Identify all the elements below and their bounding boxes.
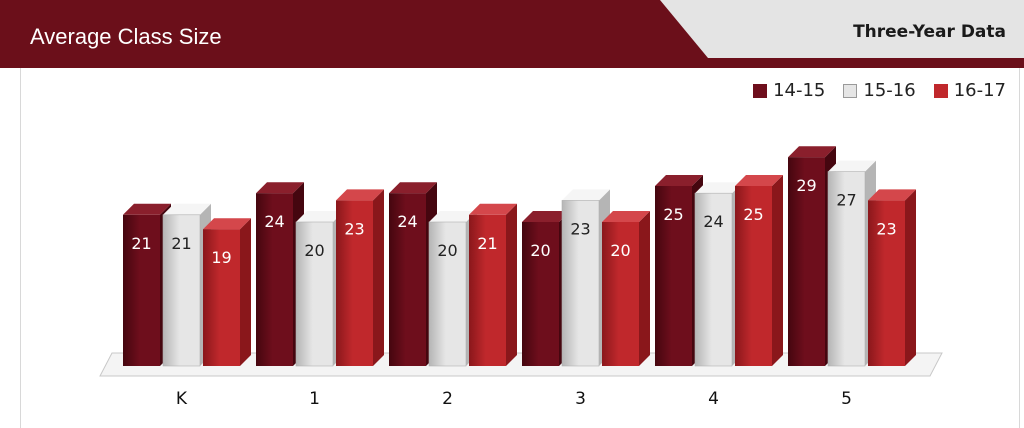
legend-item-series-3: 16-17 xyxy=(933,80,1006,101)
bar-16-17-5 xyxy=(868,189,916,366)
legend-swatch-series-3 xyxy=(933,83,948,98)
header-bar: Average Class Size Three-Year Data xyxy=(0,0,1024,68)
data-label-15-16-5: 27 xyxy=(836,191,856,210)
header-tab xyxy=(660,0,1024,58)
chart-legend: 14-15 15-16 16-17 xyxy=(753,80,1006,101)
data-label-16-17-1: 23 xyxy=(344,219,364,238)
legend-label-series-3: 16-17 xyxy=(953,80,1006,101)
data-label-15-16-2: 20 xyxy=(437,241,457,260)
legend-label-series-1: 14-15 xyxy=(773,80,826,101)
bar-16-17-2 xyxy=(469,203,517,366)
data-label-16-17-3: 20 xyxy=(610,241,630,260)
page-subtitle: Three-Year Data xyxy=(853,22,1006,42)
legend-label-series-2: 15-16 xyxy=(863,80,916,101)
data-label-15-16-K: 21 xyxy=(171,234,191,253)
category-label-2: 2 xyxy=(442,389,453,409)
data-label-14-15-3: 20 xyxy=(530,241,550,260)
data-label-14-15-K: 21 xyxy=(131,234,151,253)
legend-swatch-series-2 xyxy=(843,83,858,98)
bar-16-17-1 xyxy=(336,189,384,366)
category-label-K: K xyxy=(176,389,188,409)
bar-15-16-1 xyxy=(295,211,344,367)
data-label-14-15-4: 25 xyxy=(663,205,683,224)
data-label-16-17-4: 25 xyxy=(743,205,763,224)
data-label-16-17-2: 21 xyxy=(477,234,497,253)
category-label-4: 4 xyxy=(708,389,719,409)
header-background xyxy=(0,0,1024,68)
data-label-16-17-5: 23 xyxy=(876,219,896,238)
data-label-14-15-2: 24 xyxy=(397,212,417,231)
data-label-15-16-4: 24 xyxy=(703,212,723,231)
legend-swatch-series-1 xyxy=(753,83,768,98)
data-label-14-15-5: 29 xyxy=(796,176,816,195)
legend-item-series-2: 15-16 xyxy=(843,80,916,101)
data-label-16-17-K: 19 xyxy=(211,248,231,267)
data-label-15-16-3: 23 xyxy=(570,219,590,238)
bar-16-17-3 xyxy=(602,211,650,366)
category-label-3: 3 xyxy=(575,389,586,409)
bar-16-17-K xyxy=(203,218,251,366)
data-label-14-15-1: 24 xyxy=(264,212,284,231)
category-label-5: 5 xyxy=(841,389,852,409)
data-label-15-16-1: 20 xyxy=(304,241,324,260)
page-title: Average Class Size xyxy=(30,24,222,49)
legend-item-series-1: 14-15 xyxy=(753,80,825,101)
bar-16-17-4 xyxy=(735,175,783,366)
category-label-1: 1 xyxy=(309,389,320,409)
